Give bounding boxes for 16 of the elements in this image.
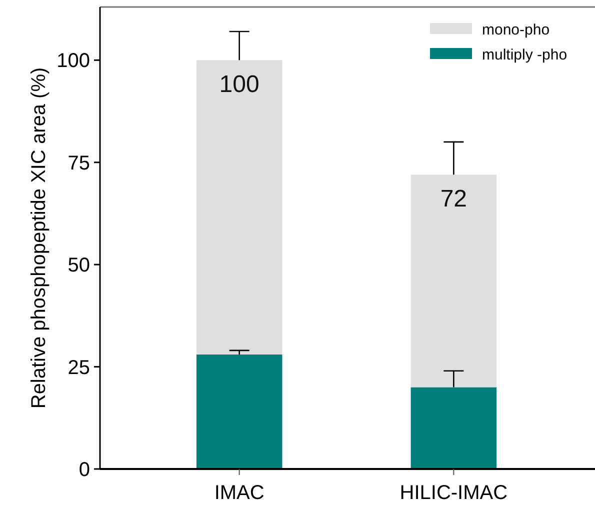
y-tick-label: 50 <box>68 254 90 277</box>
y-tick-label: 75 <box>68 152 90 174</box>
bar <box>196 60 282 355</box>
y-tick-label: 100 <box>56 50 90 72</box>
total-label: 100 <box>219 71 260 98</box>
y-tick-label: 25 <box>68 356 90 379</box>
bar <box>410 174 497 388</box>
y-axis-title: Relative phosphopeptide XIC area (%) <box>28 67 50 409</box>
total-label: 72 <box>440 186 468 213</box>
bar <box>410 387 497 469</box>
legend-label: mono-pho <box>482 21 550 38</box>
legend-label: multiply -pho <box>482 46 568 64</box>
bar <box>196 354 282 469</box>
x-tick-label: IMAC <box>214 482 264 504</box>
x-tick-label: HILIC-IMAC <box>400 482 508 504</box>
y-tick-label: 0 <box>78 459 90 481</box>
